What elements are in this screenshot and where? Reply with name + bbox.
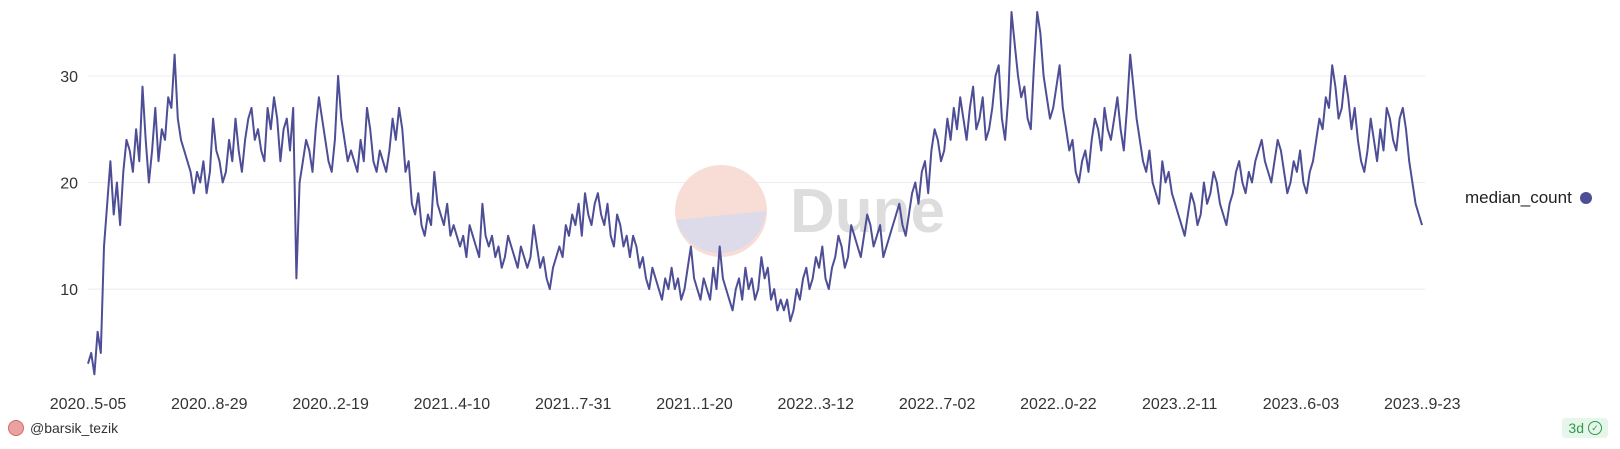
x-tick-label: 2023..6-03: [1263, 396, 1340, 413]
watermark-text: Dune: [790, 177, 945, 246]
x-tick-label: 2021..1-20: [656, 396, 733, 413]
x-tick-label: 2023..9-23: [1384, 396, 1461, 413]
legend-label: median_count: [1465, 188, 1572, 207]
y-tick-label: 30: [60, 69, 78, 86]
x-tick-label: 2021..7-31: [535, 396, 612, 413]
x-tick-label: 2021..4-10: [414, 396, 491, 413]
dune-watermark: Dune: [675, 165, 945, 257]
y-tick-label: 10: [60, 282, 78, 299]
median-count-line: [87, 11, 1423, 376]
legend-dot-icon: [1579, 192, 1592, 204]
x-tick-label: 2020..8-29: [171, 396, 248, 413]
badge-label: 3d: [1568, 420, 1584, 436]
x-tick-label: 2022..3-12: [778, 396, 855, 413]
freshness-badge[interactable]: 3d ✓: [1562, 418, 1608, 438]
x-tick-label: 2023..2-11: [1142, 396, 1217, 413]
x-axis: 2020..5-05 2020..8-29 2020..2-19 2021..4-10…: [50, 396, 1461, 413]
x-tick-label: 2022..7-02: [899, 396, 976, 413]
check-circle-icon: ✓: [1588, 421, 1602, 435]
author[interactable]: @barsik_tezik: [8, 420, 118, 436]
x-tick-label: 2020..5-05: [50, 396, 127, 413]
y-tick-label: 20: [60, 176, 78, 193]
author-name: @barsik_tezik: [30, 420, 119, 436]
x-tick-label: 2022..0-22: [1020, 396, 1097, 413]
legend[interactable]: median_count: [1465, 188, 1592, 208]
x-tick-label: 2020..2-19: [292, 396, 369, 413]
avatar: [8, 420, 24, 436]
y-axis: 10 20 30: [60, 69, 78, 299]
